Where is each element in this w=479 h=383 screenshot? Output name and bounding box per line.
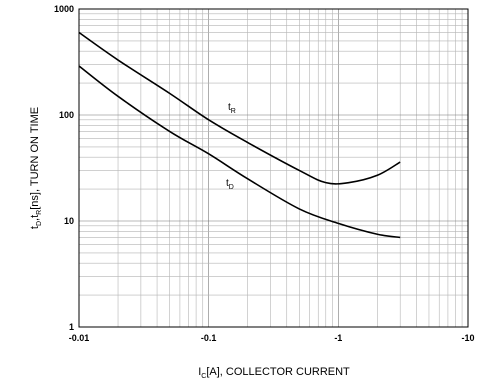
x-tick-label: -10 [461, 333, 474, 343]
y-tick-label: 100 [59, 110, 74, 120]
y-tick-label: 10 [64, 216, 74, 226]
x-axis-label: IC[A], COLLECTOR CURRENT [198, 366, 350, 380]
y-tick-label: 1000 [54, 4, 74, 14]
plot-frame [78, 8, 469, 328]
curve-label-tr: tR [228, 102, 236, 115]
grid [79, 9, 468, 327]
tick-labels: -0.01 -0.1 -1 -10 1 10 100 1000 [54, 4, 475, 343]
series-line-tr [78, 31, 401, 185]
series-line-td [78, 65, 401, 239]
y-axis-label: tD,tR[ns], TURN ON TIME [29, 107, 43, 229]
x-tick-label: -0.01 [69, 333, 90, 343]
series-lines [78, 31, 401, 239]
x-tick-label: -1 [334, 333, 342, 343]
curve-label-td: tD [226, 178, 234, 191]
y-tick-label: 1 [69, 322, 74, 332]
x-tick-label: -0.1 [201, 333, 217, 343]
